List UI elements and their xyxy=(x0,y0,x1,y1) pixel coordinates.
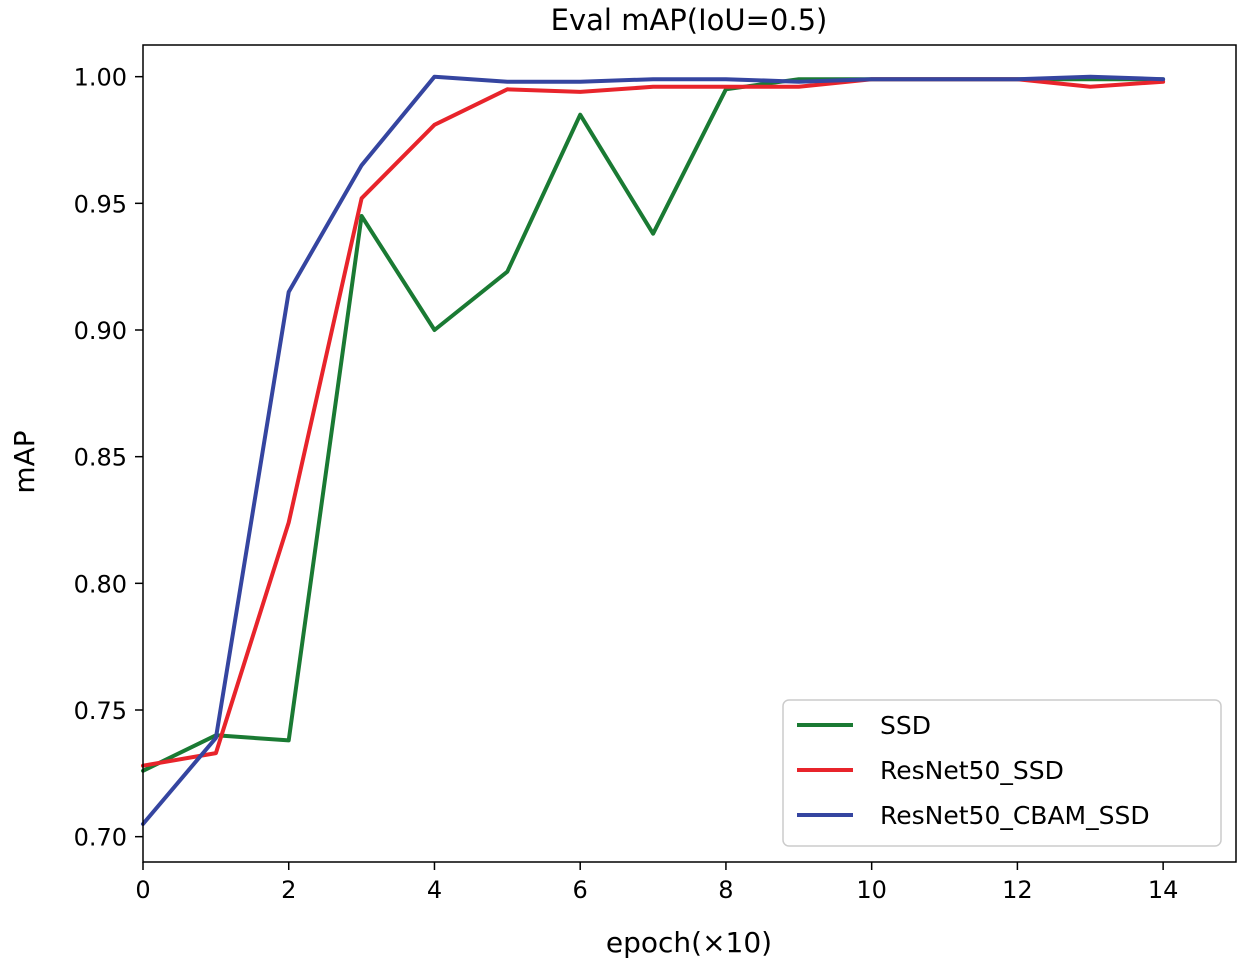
x-tick-label: 14 xyxy=(1148,876,1179,904)
series-line-ssd xyxy=(141,77,1166,773)
x-tick-label: 0 xyxy=(135,876,150,904)
y-tick-label: 0.95 xyxy=(74,190,127,218)
plot-area xyxy=(141,44,1237,863)
x-tick-label: 2 xyxy=(281,876,296,904)
y-tick-label: 1.00 xyxy=(74,64,127,92)
y-axis: 0.70 0.75 0.80 0.85 0.90 0.95 1.00 xyxy=(74,64,143,852)
y-tick-label: 0.85 xyxy=(74,444,127,472)
legend: SSD ResNet50_SSD ResNet50_CBAM_SSD xyxy=(782,699,1222,847)
x-axis: 0 2 4 6 8 10 12 14 xyxy=(135,862,1178,904)
x-tick-label: 12 xyxy=(1002,876,1033,904)
axes-frame xyxy=(142,44,1237,863)
x-axis-label: epoch(×10) xyxy=(606,926,772,959)
x-tick-label: 8 xyxy=(718,876,733,904)
y-tick-label: 0.75 xyxy=(74,697,127,725)
y-axis-label: mAP xyxy=(8,430,41,493)
series-line-resnet50-ssd xyxy=(141,77,1166,768)
x-tick-label: 4 xyxy=(427,876,442,904)
y-tick-label: 0.80 xyxy=(74,570,127,598)
x-tick-label: 10 xyxy=(856,876,887,904)
legend-label-resnet50-ssd: ResNet50_SSD xyxy=(880,756,1064,785)
y-tick-label: 0.90 xyxy=(74,317,127,345)
y-tick-label: 0.70 xyxy=(74,824,127,852)
x-tick-label: 6 xyxy=(573,876,588,904)
series-line-resnet50-cbam-ssd xyxy=(141,74,1166,826)
legend-box xyxy=(782,699,1222,847)
legend-label-ssd: SSD xyxy=(880,711,931,740)
series-lines xyxy=(141,74,1166,826)
legend-label-resnet50-cbam-ssd: ResNet50_CBAM_SSD xyxy=(880,801,1150,830)
chart-title: Eval mAP(IoU=0.5) xyxy=(551,3,828,37)
